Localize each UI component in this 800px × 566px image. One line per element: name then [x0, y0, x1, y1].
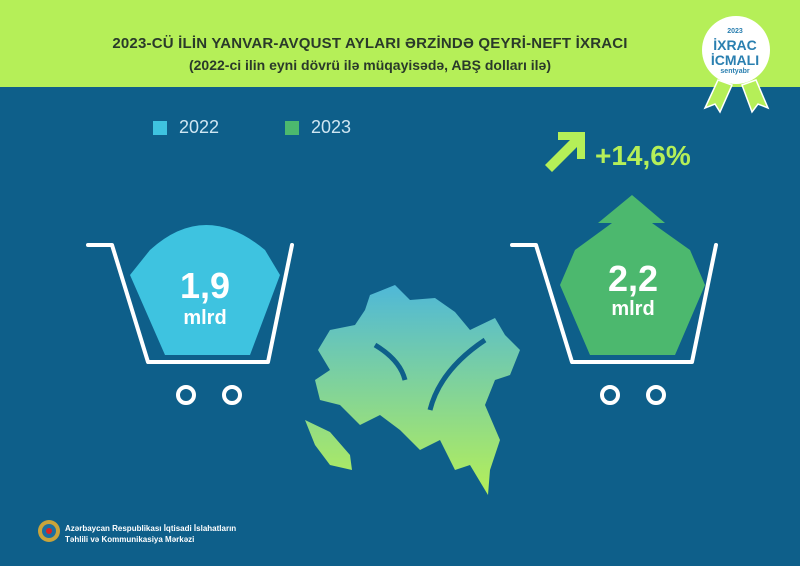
legend-swatch-2022	[153, 120, 167, 135]
badge-year: 2023	[727, 28, 743, 35]
badge-line2: İCMALI	[710, 52, 760, 68]
emblem-icon	[38, 520, 60, 542]
value-2023: 2,2	[607, 258, 659, 299]
legend-swatch-2023	[285, 120, 299, 135]
bag-2022-shape	[130, 225, 280, 355]
badge-icon	[702, 16, 770, 114]
legend-label: 2022	[179, 117, 220, 137]
unit-2022: mlrd	[183, 307, 227, 329]
value-2022: 1,9	[179, 265, 231, 306]
map-arrows	[373, 337, 487, 411]
arrow-up-right-icon	[545, 132, 585, 172]
badge-line1: İXRAC	[713, 37, 757, 53]
unit-2023: mlrd	[611, 298, 655, 320]
footer-org: Azərbaycan Respublikası İqtisadi İslahat…	[65, 523, 236, 545]
legend-2022: 2022	[153, 117, 219, 138]
change-percent: +14,6%	[595, 140, 691, 171]
cart-2022-icon	[86, 243, 294, 405]
legend-label: 2023	[311, 117, 352, 137]
badge-month: sentyabr	[720, 68, 750, 75]
header-band	[0, 0, 800, 87]
azerbaijan-map	[305, 285, 520, 495]
cart-2023-icon	[510, 243, 718, 405]
legend-2023: 2023	[285, 117, 351, 138]
footer-line1: Azərbaycan Respublikası İqtisadi İslahat…	[65, 524, 237, 533]
bag-2023-shape	[560, 195, 705, 355]
page-subtitle: (2022-ci ilin eyni dövrü ilə müqayisədə,…	[188, 57, 552, 73]
page-title: 2023-CÜ İLİN YANVAR-AVQUST AYLARI ƏRZİND…	[112, 35, 628, 52]
footer-line2: Təhlili və Kommunikasiya Mərkəzi	[65, 535, 195, 544]
